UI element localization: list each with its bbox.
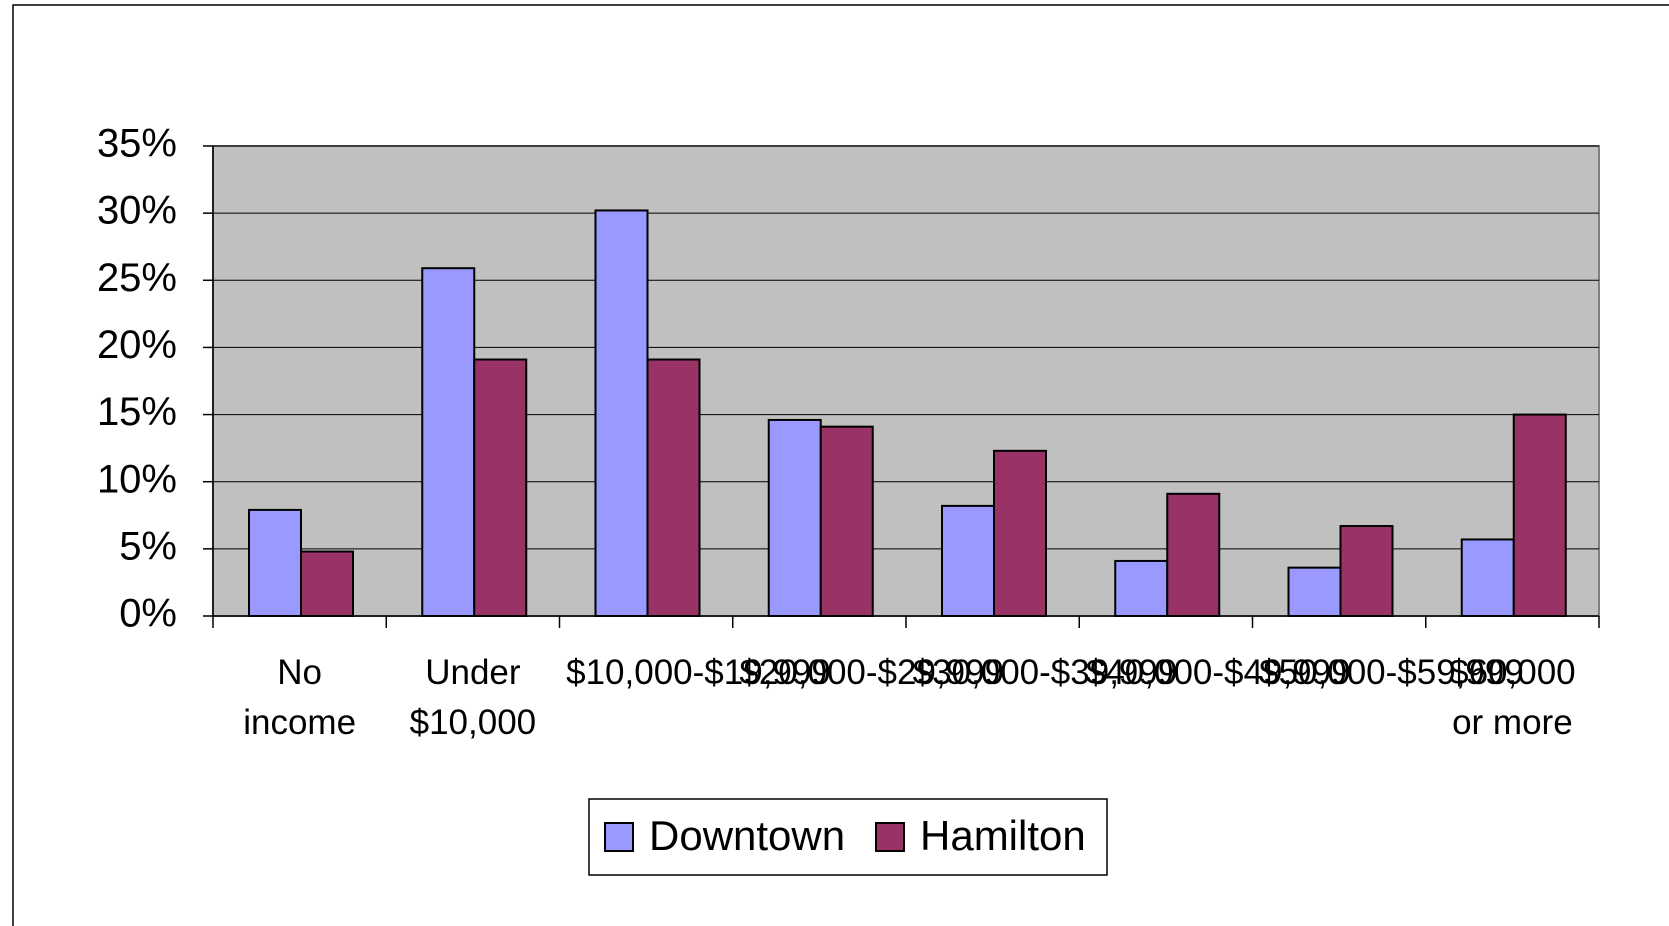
bar <box>248 508 302 617</box>
legend <box>588 798 1108 876</box>
y-tick-label: 15% <box>97 390 177 434</box>
x-tick-label: $30,000-$39,999 <box>912 653 1178 692</box>
x-tick-label: No income <box>243 653 357 742</box>
y-tick-label: 25% <box>97 256 177 300</box>
x-tick-label: Under $10,000 <box>409 653 537 742</box>
legend-swatch <box>875 822 905 852</box>
x-tick-label: $50,000-$59,999 <box>1259 653 1524 692</box>
bar <box>941 504 995 617</box>
bar <box>1114 559 1169 618</box>
x-tick-label: $20,000-$29,999 <box>739 653 1005 692</box>
legend-label: Downtown <box>649 812 845 859</box>
y-tick-label: 10% <box>97 457 177 501</box>
bar <box>1460 538 1515 618</box>
bar <box>1166 492 1221 617</box>
bar <box>1512 413 1567 618</box>
legend-label: Hamilton <box>920 812 1086 859</box>
bar <box>646 358 701 617</box>
bar <box>421 267 476 617</box>
bar <box>594 209 649 617</box>
y-tick-label: 0% <box>119 592 177 636</box>
y-tick-label: 30% <box>97 189 177 233</box>
bar <box>1339 525 1394 617</box>
x-tick-label: $60,000 or more <box>1449 653 1576 742</box>
x-tick-label: $10,000-$19,999 <box>566 653 831 692</box>
bar <box>767 418 822 618</box>
bar <box>300 550 354 617</box>
bar <box>1287 566 1342 618</box>
y-tick-label: 20% <box>97 323 177 367</box>
y-tick-label: 5% <box>119 524 177 568</box>
bar <box>993 449 1047 618</box>
chart-frame <box>12 4 1669 926</box>
y-tick-label: 35% <box>97 122 177 166</box>
x-tick-label: $40,000-$49,999 <box>1085 653 1351 692</box>
legend-swatch <box>604 822 634 852</box>
bar <box>473 358 528 617</box>
bar <box>819 425 874 617</box>
